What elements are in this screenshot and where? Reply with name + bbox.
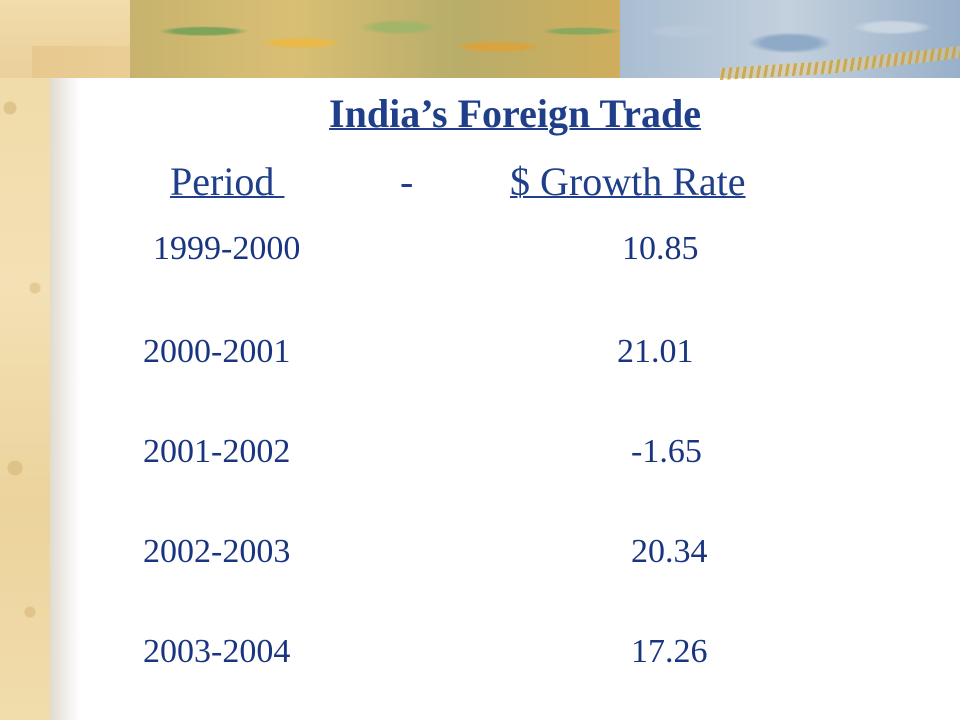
table-row: 2000-2001 21.01 [0,333,960,377]
table-row: 1999-2000 10.85 [0,230,960,274]
period-cell: 2003-2004 [143,633,291,670]
header-separator: - [400,159,414,204]
rate-cell: 21.01 [617,333,694,370]
table-row: 2001-2002 -1.65 [0,433,960,477]
period-cell: 1999-2000 [153,230,301,267]
rate-cell: 17.26 [631,633,708,670]
period-cell: 2002-2003 [143,533,291,570]
parchment-strip [0,0,50,720]
growth-rate-header: $ Growth Rate [510,159,746,204]
period-cell: 2000-2001 [143,333,291,370]
rate-cell: 10.85 [622,230,699,267]
content-shadow [50,78,80,720]
period-cell: 2001-2002 [143,433,291,470]
table-row: 2002-2003 20.34 [0,533,960,577]
banner-leaves-image [130,0,620,78]
decorative-banner [0,0,960,80]
table-row: 2003-2004 17.26 [0,633,960,677]
rate-cell: 20.34 [631,533,708,570]
table-header: Period - $ Growth Rate [0,158,960,208]
slide-title: India’s Foreign Trade [329,91,701,136]
rate-cell: -1.65 [631,433,702,470]
period-header: Period [170,159,285,204]
